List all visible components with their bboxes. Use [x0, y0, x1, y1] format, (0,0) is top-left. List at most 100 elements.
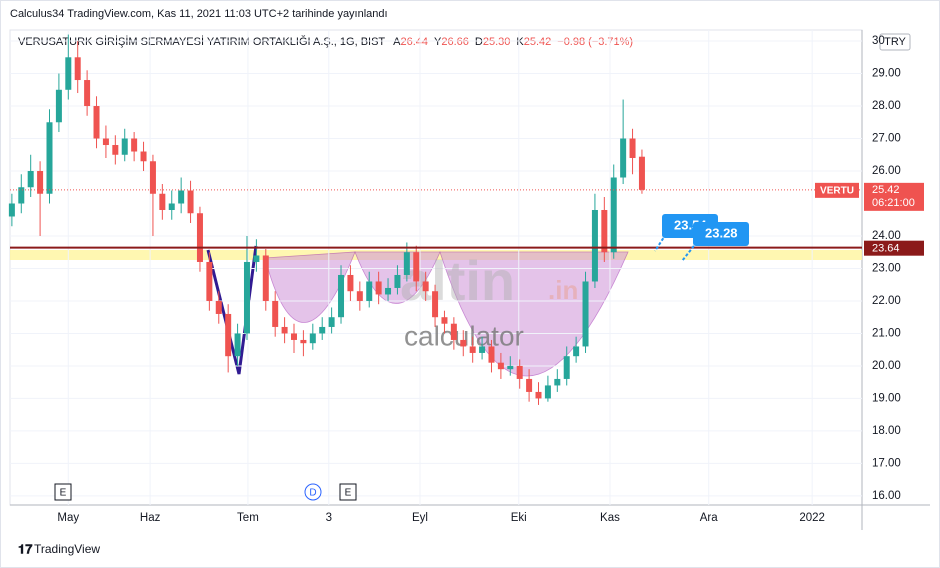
candle-body: [112, 145, 119, 155]
currency-box: [879, 33, 911, 51]
candle-body: [102, 138, 109, 146]
legend-key: D: [475, 36, 483, 48]
candle-body: [178, 190, 185, 204]
y-tick-label: 30: [872, 35, 885, 47]
candle-body: [610, 177, 617, 253]
candle-body: [140, 151, 147, 162]
legend-value: 25.30: [483, 36, 511, 48]
candle-body: [55, 89, 62, 123]
x-tick-label: Haz: [140, 512, 161, 524]
event-marker: [339, 483, 357, 501]
y-tick-label: 18.00: [872, 425, 901, 437]
y-tick-label: 29.00: [872, 68, 901, 80]
candle-body: [526, 378, 533, 392]
candle-body: [394, 274, 401, 288]
cup-right: [439, 251, 629, 377]
y-tick-label: 19.00: [872, 392, 901, 404]
candle-body: [262, 255, 269, 301]
candle-body: [187, 190, 194, 214]
watermark: .in: [548, 275, 578, 305]
candle-body: [601, 209, 608, 253]
candle-body: [403, 252, 410, 275]
candle-body: [149, 161, 156, 194]
candle-body: [441, 317, 448, 324]
symbol-label: VERTU: [820, 185, 854, 196]
candle-body: [385, 287, 392, 295]
candle-body: [507, 365, 514, 370]
candle-body: [338, 274, 345, 318]
published-note: Calculus34 TradingView.com, Kas 11, 2021…: [10, 8, 388, 20]
candle-body: [131, 138, 138, 152]
candle-body: [159, 193, 166, 210]
y-tick-label: 24.00: [872, 230, 901, 242]
x-tick-label: Kas: [600, 512, 620, 524]
event-marker: [304, 483, 322, 501]
candle-body: [196, 213, 203, 262]
y-tick-label: 27.00: [872, 133, 901, 145]
candle-body: [366, 281, 373, 301]
candle-body: [573, 346, 580, 357]
candle-body: [27, 171, 34, 188]
callout-label: 23.28: [705, 225, 738, 240]
tv-logo: 𝟏𝟕: [18, 541, 33, 556]
cup-left: [264, 251, 356, 323]
y-tick-label: 26.00: [872, 165, 901, 177]
candle-body: [516, 365, 523, 379]
candle-body: [488, 346, 495, 363]
candle-body: [225, 313, 232, 357]
candle-body: [422, 281, 429, 292]
legend-value: 26.66: [441, 36, 469, 48]
watermark: calculator: [404, 320, 524, 351]
legend-value: 26.44: [401, 36, 429, 48]
y-tick-label: 20.00: [872, 360, 901, 372]
x-tick-label: Eyl: [412, 512, 428, 524]
candle-body: [215, 300, 222, 314]
x-tick-label: May: [57, 512, 79, 524]
candle-body: [281, 326, 288, 334]
legend-key: A: [393, 36, 401, 48]
candle-body: [356, 291, 363, 301]
candle-body: [272, 300, 279, 327]
candle-body: [469, 346, 476, 353]
x-tick-label: Ara: [700, 512, 719, 524]
candle-body: [375, 281, 382, 295]
countdown: 06:21:00: [872, 197, 915, 209]
callout-box: [693, 222, 749, 246]
candle-body: [347, 274, 354, 292]
candle-body: [563, 356, 570, 379]
candle-body: [544, 385, 551, 399]
candle-body: [253, 255, 260, 262]
candle-body: [629, 138, 636, 159]
support-badge: [864, 240, 924, 256]
candle-body: [93, 106, 100, 139]
candle-body: [18, 187, 25, 204]
candle-body: [591, 209, 598, 282]
candle-body: [432, 291, 439, 318]
candle-body: [8, 203, 15, 217]
candle-body: [84, 80, 91, 107]
candle-body: [497, 362, 504, 370]
candle-body: [620, 138, 627, 178]
event-label: D: [309, 488, 316, 499]
candle-body: [535, 391, 542, 399]
candle-body: [300, 339, 307, 344]
x-tick-label: Tem: [237, 512, 259, 524]
x-tick-label: 3: [326, 512, 332, 524]
candle-body: [65, 57, 72, 90]
event-marker: [54, 483, 72, 501]
change: −0.98 (−3.71%): [557, 36, 633, 48]
y-tick-label: 17.00: [872, 457, 901, 469]
x-tick-label: 2022: [799, 512, 825, 524]
candle-body: [291, 333, 297, 340]
candle-body: [554, 378, 561, 386]
x-tick-label: Eki: [511, 512, 527, 524]
candle-body: [638, 156, 645, 190]
candle-body: [37, 171, 44, 194]
callout-pointer: [681, 241, 698, 262]
last-price-label: 25.42: [872, 184, 900, 196]
currency: TRY: [884, 36, 906, 48]
candle-body: [121, 138, 128, 155]
candle-body: [450, 323, 457, 340]
support-label: 23.64: [872, 243, 900, 255]
